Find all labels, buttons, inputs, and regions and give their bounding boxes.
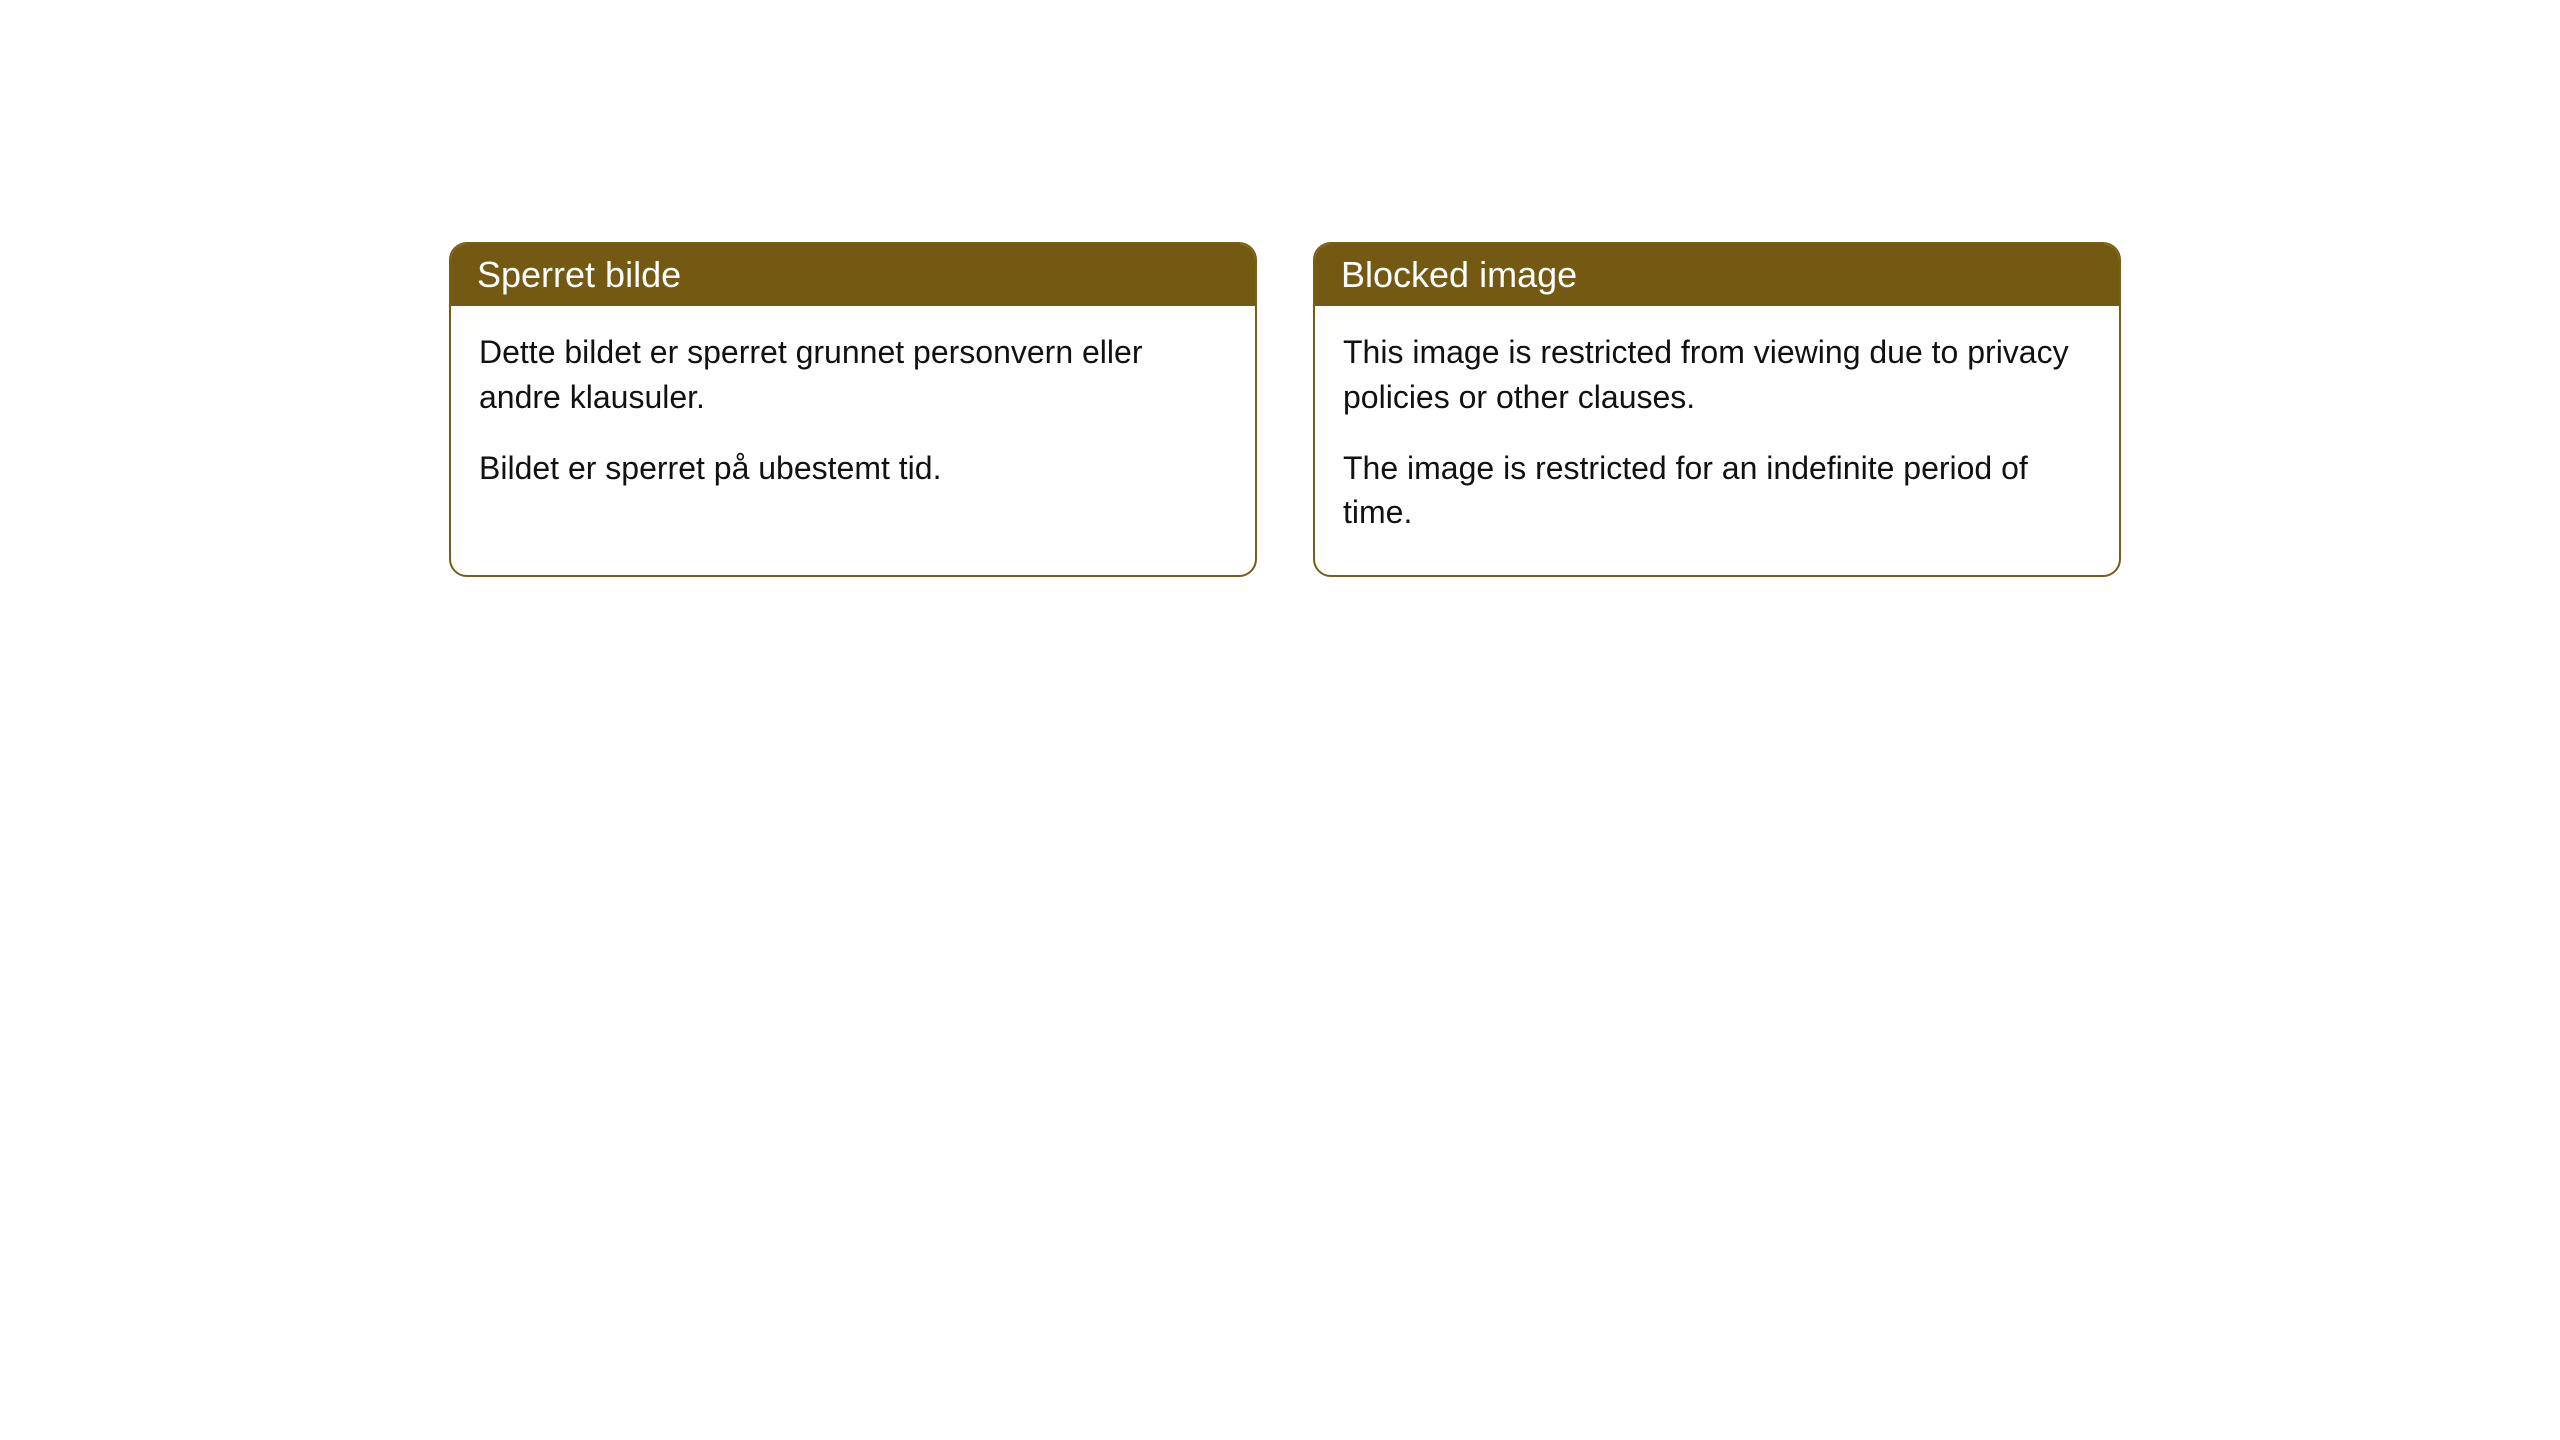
card-paragraph-1-norwegian: Dette bildet er sperret grunnet personve…: [479, 330, 1227, 420]
card-title-norwegian: Sperret bilde: [477, 254, 681, 295]
card-title-english: Blocked image: [1341, 254, 1577, 295]
card-body-norwegian: Dette bildet er sperret grunnet personve…: [451, 306, 1255, 530]
blocked-image-card-norwegian: Sperret bilde Dette bildet er sperret gr…: [449, 242, 1257, 577]
card-paragraph-2-english: The image is restricted for an indefinit…: [1343, 446, 2091, 536]
card-paragraph-2-norwegian: Bildet er sperret på ubestemt tid.: [479, 446, 1227, 491]
card-body-english: This image is restricted from viewing du…: [1315, 306, 2119, 575]
blocked-image-card-english: Blocked image This image is restricted f…: [1313, 242, 2121, 577]
cards-container: Sperret bilde Dette bildet er sperret gr…: [449, 242, 2121, 577]
card-header-english: Blocked image: [1315, 244, 2119, 306]
card-header-norwegian: Sperret bilde: [451, 244, 1255, 306]
card-paragraph-1-english: This image is restricted from viewing du…: [1343, 330, 2091, 420]
